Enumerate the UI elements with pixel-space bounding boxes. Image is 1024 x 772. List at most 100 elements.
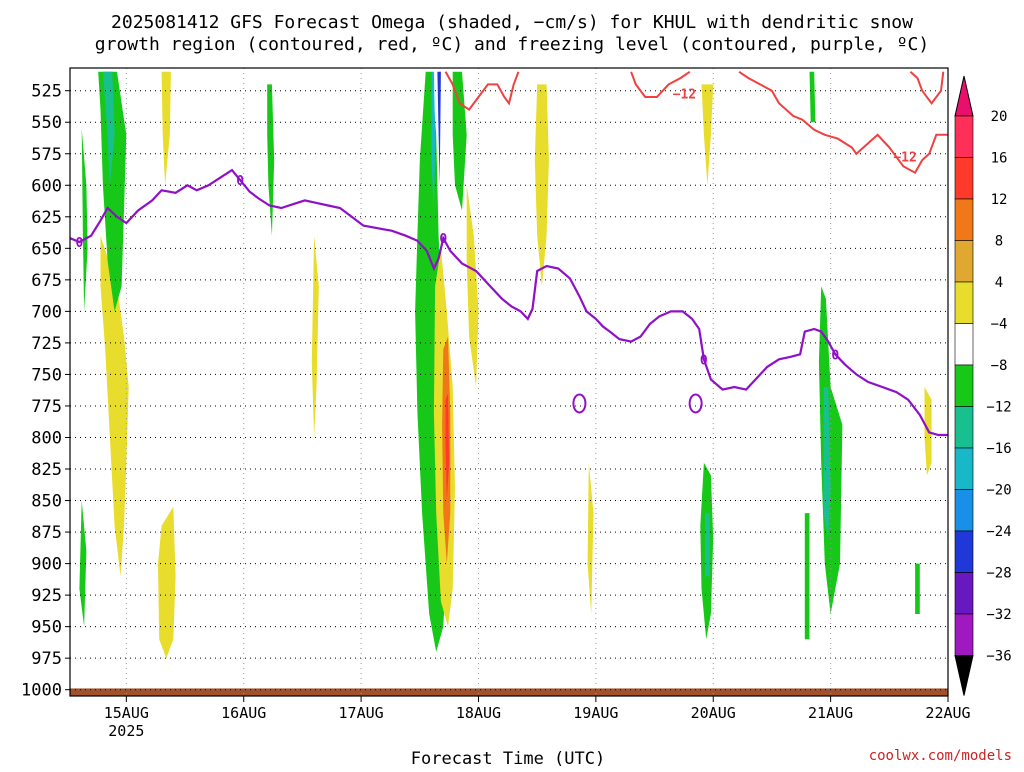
colorbar-swatch [954,115,974,158]
y-tick-label: 600 [31,176,62,196]
omega-region [809,71,816,123]
x-tick-label: 19AUG [573,704,618,722]
colorbar-label: −28 [986,566,1011,582]
dgz-contour-line [630,70,691,98]
colorbar-label: −8 [991,358,1008,374]
omega-region [98,71,127,312]
freezing-level-label: 0 [236,174,244,189]
title-line: 2025081412 GFS Forecast Omega (shaded, −… [111,12,913,33]
colorbar-swatch [954,323,974,366]
omega-region [81,128,88,312]
colorbar-bottom-arrow [954,655,974,696]
freezing-level-line [70,168,948,437]
freezing-level-loop [572,393,587,414]
y-tick-label: 875 [31,523,62,543]
omega-region [437,71,441,186]
colorbar-swatch [954,406,974,449]
omega-region [534,84,549,287]
x-axis-label: Forecast Time (UTC) [411,749,605,768]
colorbar-swatch [954,447,974,490]
freezing-level-label: 0 [700,353,708,368]
omega-region [915,563,920,614]
watermark-text: coolwx.com/models [869,748,1012,764]
colorbar-label: −12 [986,400,1011,416]
y-tick-label: 625 [31,208,62,228]
y-tick-label: 550 [31,113,62,133]
x-tick-year-label: 2025 [108,722,144,740]
colorbar-swatch [954,613,974,656]
x-tick-label: 17AUG [339,704,384,722]
colorbar-swatch [954,157,974,200]
omega-region [445,393,450,501]
y-tick-label: 675 [31,271,62,291]
freezing-level-label: 0 [831,348,839,363]
y-tick-label: 700 [31,302,62,322]
omega-region [818,286,843,614]
plot-content: −12 −12 0 0 0 0 0 [70,68,948,696]
omega-region [311,235,319,438]
omega-region [587,462,594,614]
omega-region [102,71,115,186]
colorbar-swatch [954,198,974,241]
plot-frame [69,67,949,697]
y-tick-label: 950 [31,618,62,638]
dgz-contour-label: −12 [673,87,696,102]
y-tick-label: 825 [31,460,62,480]
colorbar-label: 16 [991,151,1008,167]
y-tick-label: 900 [31,555,62,575]
colorbar-swatch [954,364,974,407]
colorbar-label: −16 [986,441,1011,457]
title-line: growth region (contoured, red, ºC) and f… [95,34,929,55]
colorbar-swatch [954,530,974,573]
y-tick-label: 800 [31,428,62,448]
colorbar-label: −20 [986,483,1011,499]
colorbar-label: −36 [986,649,1011,665]
x-tick-label: 20AUG [691,704,736,722]
colorbar-label: 8 [995,234,1003,250]
y-tick-label: 575 [31,145,62,165]
y-tick-label: 850 [31,492,62,512]
omega-region [804,513,810,640]
freezing-level-label: 0 [439,232,447,247]
colorbar-swatch [954,572,974,615]
chart-title: 2025081412 GFS Forecast Omega (shaded, −… [95,12,929,55]
colorbar-swatch [954,489,974,532]
dgz-contour-line [738,70,948,175]
omega-region [79,500,87,627]
omega-region [161,71,171,186]
dgz-contour-label: −12 [893,150,916,165]
colorbar-label: 12 [991,192,1008,208]
ground-terrain [70,688,948,696]
colorbar-label: −32 [986,607,1011,623]
y-tick-label: 1000 [21,681,62,701]
colorbar-swatch [954,281,974,324]
dgz-contour-line [444,71,520,111]
omega-region [267,84,275,236]
x-tick-label: 22AUG [925,704,970,722]
omega-region [466,185,479,387]
axes: 525 550 575 600 625 650 675 700 725 750 775 800 825 8… [21,67,971,740]
omega-region [100,235,129,577]
omega-region [158,506,176,659]
y-tick-label: 525 [31,82,62,102]
omega-region [431,71,436,211]
x-tick-label: 18AUG [456,704,501,722]
y-tick-label: 775 [31,397,62,417]
colorbar-label: 4 [995,275,1003,291]
y-tick-label: 925 [31,586,62,606]
colorbar: 20 16 12 8 4 −4 −8 −12 −16 −20 −24 −28 −32 −36 [954,75,1012,696]
x-tick-label: 21AUG [808,704,853,722]
colorbar-label: −24 [986,524,1011,540]
colorbar-label: 20 [991,109,1008,125]
x-tick-label: 15AUG [104,704,149,722]
y-tick-label: 750 [31,365,62,385]
x-tick-label: 16AUG [221,704,266,722]
plot-area: −12 −12 0 0 0 0 0 [70,68,948,696]
freezing-level-label: 0 [75,236,83,251]
omega-region [705,513,710,577]
y-tick-label: 650 [31,239,62,259]
omega-region [701,84,714,186]
